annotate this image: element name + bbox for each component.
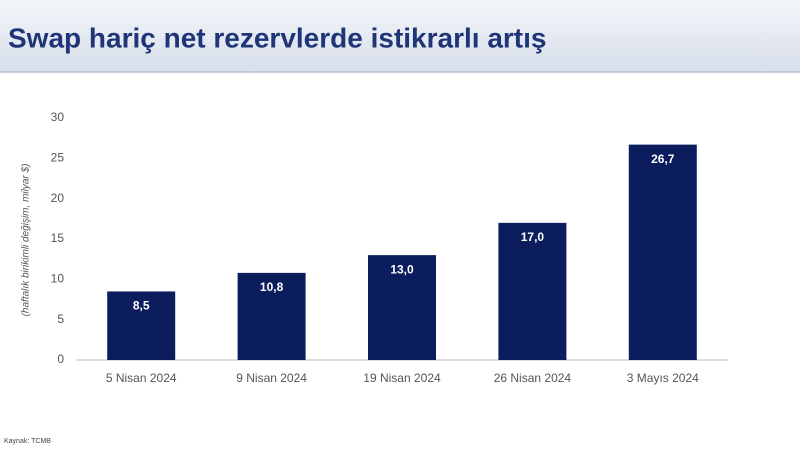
bar — [237, 272, 306, 360]
title-band — [0, 0, 800, 72]
x-tick-label: 9 Nisan 2024 — [236, 371, 307, 385]
y-tick-label: 10 — [51, 272, 65, 286]
data-label: 10,8 — [260, 280, 284, 294]
data-label: 13,0 — [390, 262, 414, 276]
y-axis-label: (haftalık birikimli değişim, milyar $) — [21, 164, 32, 317]
x-tick-label: 26 Nisan 2024 — [494, 371, 572, 385]
y-tick-label: 25 — [51, 151, 65, 165]
y-tick-label: 5 — [57, 312, 64, 326]
y-tick-label: 0 — [57, 352, 64, 366]
y-tick-label: 30 — [51, 110, 65, 124]
x-tick-label: 3 Mayıs 2024 — [627, 371, 699, 385]
y-tick-label: 15 — [51, 231, 65, 245]
bar — [498, 222, 567, 360]
y-tick-label: 20 — [51, 191, 65, 205]
x-tick-label: 5 Nisan 2024 — [106, 371, 177, 385]
bar — [107, 291, 176, 360]
bar — [368, 255, 436, 360]
x-tick-label: 19 Nisan 2024 — [363, 371, 441, 385]
chart-title: Swap hariç net rezervlerde istikrarlı ar… — [8, 22, 546, 53]
bar — [628, 144, 697, 360]
data-label: 17,0 — [521, 230, 545, 244]
data-label: 8,5 — [133, 299, 150, 313]
data-label: 26,7 — [651, 152, 675, 166]
source-note: Kaynak: TCMB — [4, 438, 51, 445]
